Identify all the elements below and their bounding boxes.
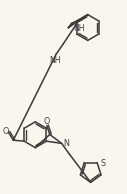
Text: O: O <box>2 127 9 136</box>
Text: O: O <box>44 117 50 126</box>
Text: N: N <box>64 139 69 148</box>
Text: NH: NH <box>73 24 85 33</box>
Text: NH: NH <box>50 56 61 65</box>
Text: S: S <box>100 159 105 168</box>
